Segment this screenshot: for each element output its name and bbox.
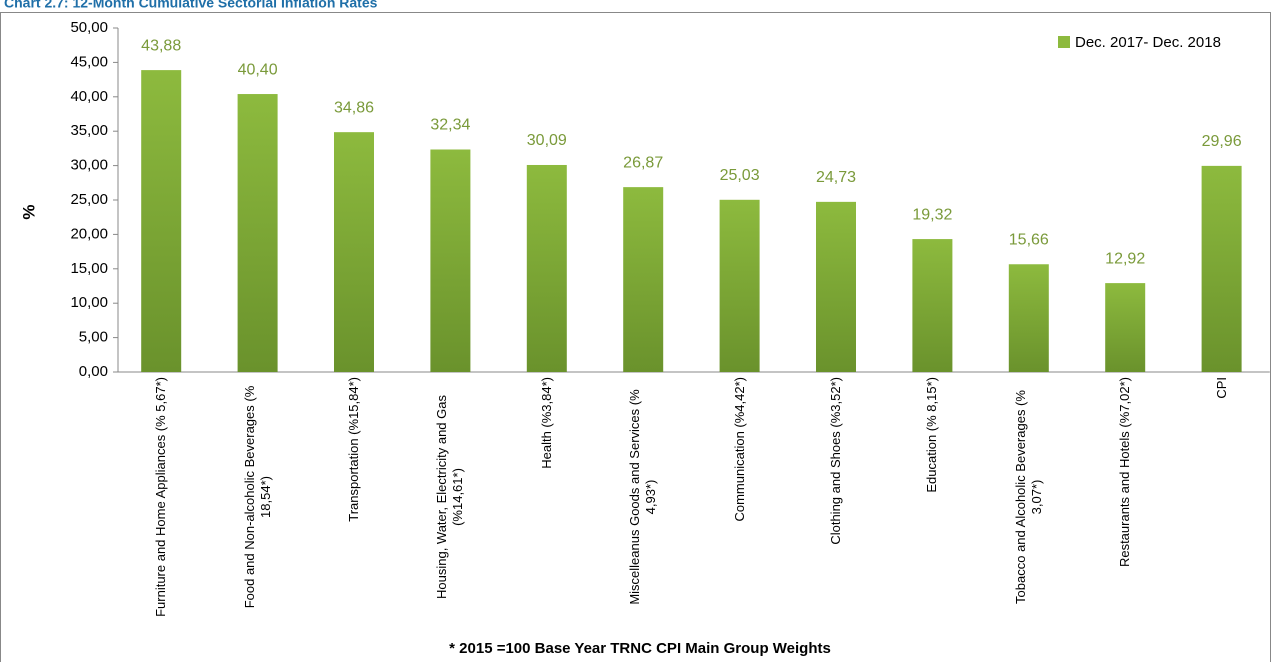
bar — [526, 164, 567, 372]
legend-swatch — [1058, 36, 1070, 48]
bar — [912, 239, 953, 372]
y-tick-label: 40,00 — [70, 88, 108, 105]
legend-label: Dec. 2017- Dec. 2018 — [1075, 34, 1221, 51]
x-tick-label: Clothing and Shoes (%3,52*) — [828, 377, 843, 545]
footnote: * 2015 =100 Base Year TRNC CPI Main Grou… — [449, 640, 831, 657]
x-tick-label: Furniture and Home Appliances (% 5,67*) — [153, 377, 169, 617]
x-tick-label: Education (% 8,15*) — [924, 377, 940, 493]
x-tick-label: Miscelleanus Goods and Services (% 4,93*… — [627, 389, 659, 605]
x-tick-label: Health (%3,84*) — [538, 377, 554, 469]
data-label: 19,32 — [912, 206, 952, 223]
y-tick-label: 25,00 — [70, 191, 108, 208]
bar — [719, 199, 760, 372]
bar — [430, 149, 471, 372]
data-label: 40,40 — [238, 61, 278, 78]
data-label: 25,03 — [720, 167, 760, 184]
data-label: 26,87 — [623, 154, 663, 171]
bar — [141, 70, 182, 373]
data-label: 30,09 — [527, 132, 567, 149]
y-tick-label: 20,00 — [70, 225, 108, 242]
y-tick-label: 0,00 — [79, 363, 108, 380]
bar — [237, 94, 278, 372]
y-tick-label: 45,00 — [70, 53, 108, 70]
x-tick-label: Tobacco and Alcoholic Beverages (% 3,07*… — [1012, 390, 1044, 604]
y-tick-label: 5,00 — [79, 329, 108, 346]
x-tick-label: Transportation (%15,84*) — [346, 377, 361, 522]
data-label: 24,73 — [816, 169, 856, 186]
x-tick-label: Housing, Water, Electricity and Gas (%14… — [434, 395, 466, 599]
data-label: 32,34 — [430, 117, 470, 134]
bar — [1201, 165, 1242, 372]
y-tick-label: 15,00 — [70, 260, 108, 277]
data-label: 12,92 — [1105, 250, 1145, 267]
data-label: 34,86 — [334, 99, 374, 116]
data-label: 43,88 — [141, 37, 181, 54]
y-tick-label: 10,00 — [70, 294, 108, 311]
bar — [816, 201, 856, 372]
x-tick-label: Communication (%4,42*) — [731, 377, 747, 522]
y-axis-label: % — [19, 204, 38, 219]
data-label: 29,96 — [1202, 133, 1242, 150]
x-tick-label: CPI — [1213, 377, 1229, 399]
y-tick-label: 30,00 — [70, 157, 108, 174]
chart-border — [0, 12, 1271, 662]
x-tick-label: Food and Non-alcoholic Beverages (% 18,5… — [241, 385, 273, 609]
bar — [1105, 283, 1146, 372]
x-tick-label: Restaurants and Hotels (%7,02*) — [1117, 377, 1133, 568]
data-label: 15,66 — [1009, 231, 1049, 248]
chart-title: Chart 2.7: 12-Month Cumulative Sectorial… — [4, 0, 378, 11]
bar — [334, 132, 374, 372]
y-tick-label: 50,00 — [70, 19, 108, 36]
bar — [623, 187, 664, 372]
bar — [1008, 264, 1049, 372]
y-tick-label: 35,00 — [70, 122, 108, 139]
